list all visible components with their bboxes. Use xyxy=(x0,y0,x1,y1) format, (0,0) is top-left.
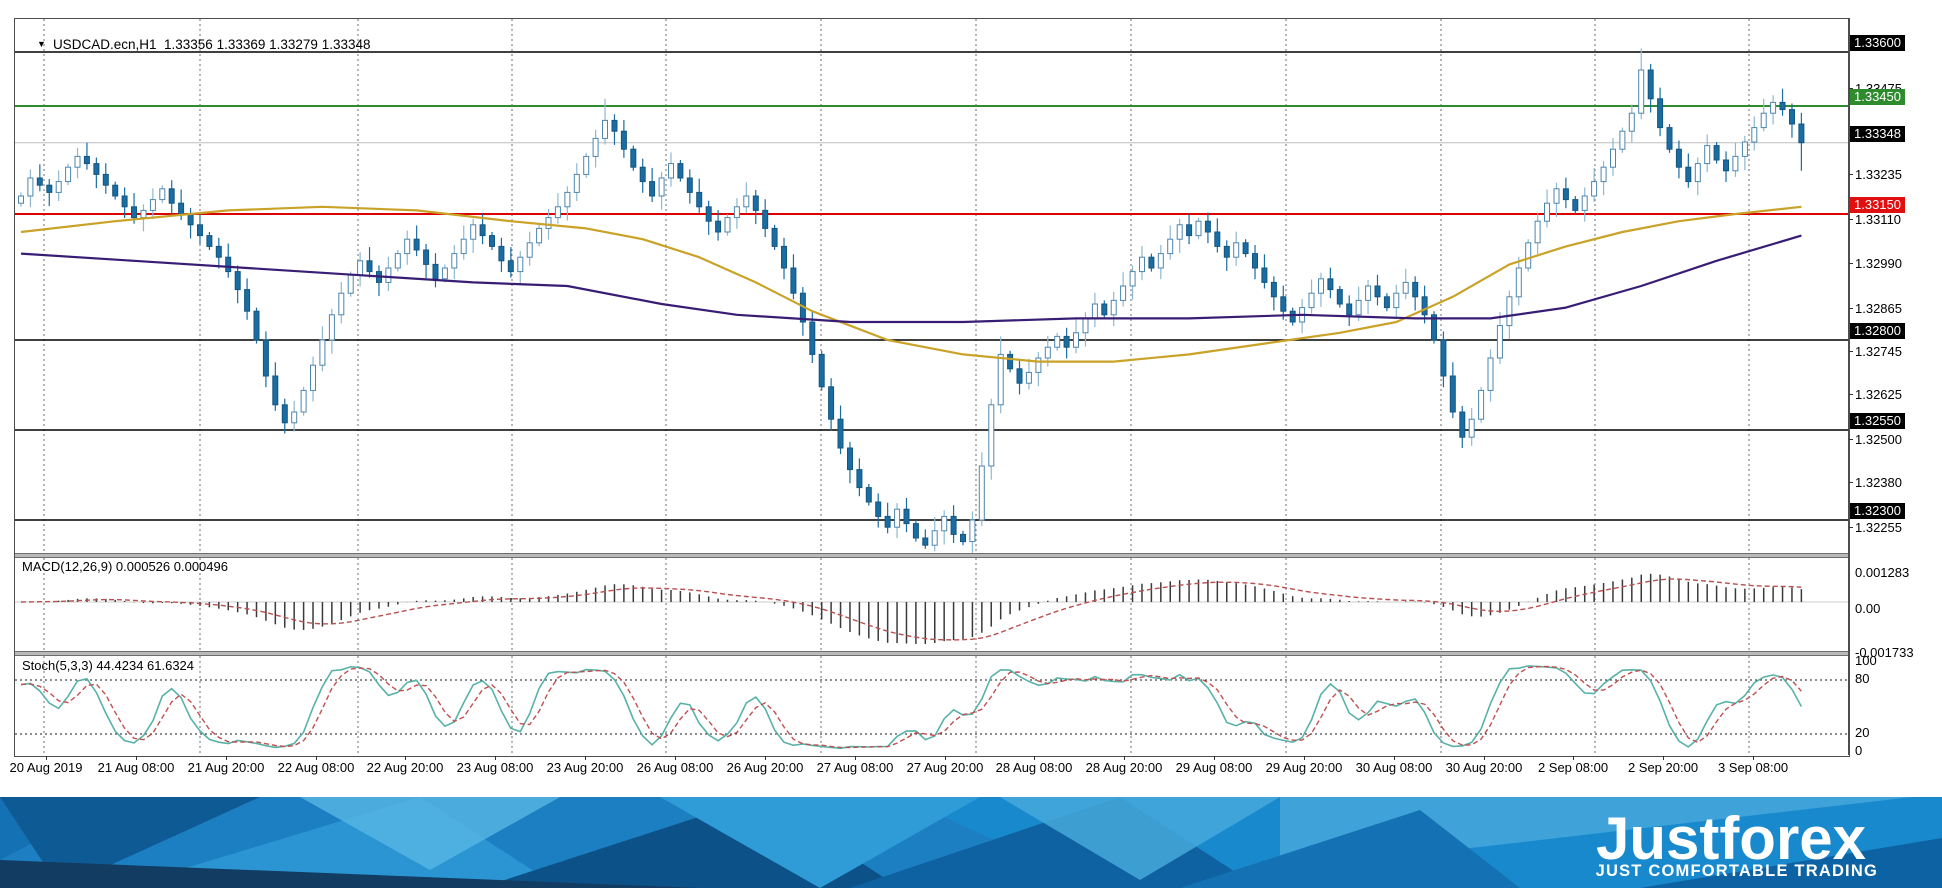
date-label: 3 Sep 08:00 xyxy=(1717,760,1789,775)
date-label: 30 Aug 08:00 xyxy=(1355,760,1433,775)
macd-axis-label: 0.001283 xyxy=(1855,565,1910,580)
date-tickmark xyxy=(1753,756,1754,760)
price-tick-label: 1.32380 xyxy=(1855,475,1902,490)
date-label: 2 Sep 20:00 xyxy=(1627,760,1699,775)
footer-banner: Justforex JUST COMFORTABLE TRADING xyxy=(0,797,1942,888)
price-tick-label: 1.32990 xyxy=(1855,256,1902,271)
date-tickmark xyxy=(405,756,406,760)
date-tickmark xyxy=(316,756,317,760)
date-label: 26 Aug 20:00 xyxy=(726,760,804,775)
macd-axis-label: -0.001733 xyxy=(1855,645,1914,660)
date-tickmark xyxy=(765,756,766,760)
symbol-dropdown-icon[interactable]: ▼ xyxy=(37,39,46,49)
quote-open: 1.33356 xyxy=(163,37,213,52)
date-label: 26 Aug 08:00 xyxy=(636,760,714,775)
date-label: 2 Sep 08:00 xyxy=(1537,760,1609,775)
price-badge: 1.33600 xyxy=(1850,35,1905,51)
date-label: 21 Aug 20:00 xyxy=(187,760,265,775)
macd-panel[interactable] xyxy=(15,558,1849,651)
date-tickmark xyxy=(585,756,586,760)
date-tickmark xyxy=(226,756,227,760)
date-tickmark xyxy=(945,756,946,760)
date-tickmark xyxy=(136,756,137,760)
price-tickmark xyxy=(1849,439,1853,440)
price-tickmark xyxy=(1849,482,1853,483)
quote-close: 1.33348 xyxy=(321,37,371,52)
date-label: 27 Aug 20:00 xyxy=(906,760,984,775)
stoch-axis-label: 100 xyxy=(1855,653,1877,668)
price-badge: 1.32550 xyxy=(1850,413,1905,429)
date-label: 23 Aug 20:00 xyxy=(546,760,624,775)
price-tick-label: 1.33235 xyxy=(1855,167,1902,182)
date-tickmark xyxy=(675,756,676,760)
symbol-label: USDCAD.ecn,H1 xyxy=(52,37,157,52)
date-tickmark xyxy=(1124,756,1125,760)
stoch-panel[interactable] xyxy=(15,656,1849,756)
price-tick-label: 1.32625 xyxy=(1855,387,1902,402)
date-tickmark xyxy=(1304,756,1305,760)
date-label: 20 Aug 2019 xyxy=(9,760,83,775)
stoch-axis-label: 20 xyxy=(1855,725,1870,740)
date-axis[interactable]: 20 Aug 2019 21 Aug 08:00 21 Aug 20:00 22 Au… xyxy=(9,756,1850,778)
date-label: 21 Aug 08:00 xyxy=(97,760,175,775)
chart-title: ▼ USDCAD.ecn,H1 1.33356 1.33369 1.33279 1… xyxy=(22,22,371,67)
price-tick-label: 1.32500 xyxy=(1855,432,1902,447)
price-tickmark xyxy=(1849,527,1853,528)
date-tickmark xyxy=(1394,756,1395,760)
date-label: 27 Aug 08:00 xyxy=(816,760,894,775)
date-tickmark xyxy=(1034,756,1035,760)
date-tickmark xyxy=(46,756,47,760)
price-tickmark xyxy=(1849,394,1853,395)
brand-logo: Justforex xyxy=(1596,805,1866,872)
price-axis[interactable]: 1.334751.332351.331101.329901.328651.327… xyxy=(1848,18,1942,758)
stoch-axis-label: 80 xyxy=(1855,671,1870,686)
ma-fast-line xyxy=(20,205,1802,363)
price-tick-label: 1.32745 xyxy=(1855,344,1902,359)
price-tickmark xyxy=(1849,263,1853,264)
panel-separator[interactable] xyxy=(15,651,1849,656)
price-tickmark xyxy=(1849,174,1853,175)
date-tickmark xyxy=(1214,756,1215,760)
chart-frame xyxy=(14,18,1850,757)
price-tick-label: 1.32255 xyxy=(1855,520,1902,535)
date-label: 22 Aug 08:00 xyxy=(277,760,355,775)
price-tick-label: 1.32865 xyxy=(1855,301,1902,316)
date-tickmark xyxy=(1573,756,1574,760)
candles-layer xyxy=(18,48,1805,553)
date-label: 30 Aug 20:00 xyxy=(1445,760,1523,775)
date-tickmark xyxy=(1484,756,1485,760)
date-label: 28 Aug 08:00 xyxy=(995,760,1073,775)
date-label: 29 Aug 20:00 xyxy=(1265,760,1343,775)
price-badge: 1.33150 xyxy=(1850,197,1905,213)
price-badge: 1.33348 xyxy=(1850,126,1905,142)
date-tickmark xyxy=(495,756,496,760)
price-tickmark xyxy=(1849,88,1853,89)
date-label: 22 Aug 20:00 xyxy=(366,760,444,775)
price-badge: 1.32800 xyxy=(1850,323,1905,339)
date-label: 29 Aug 08:00 xyxy=(1175,760,1253,775)
panel-separator[interactable] xyxy=(15,553,1849,558)
price-tickmark xyxy=(1849,219,1853,220)
stoch-window-label: Stoch(5,3,3) 44.4234 61.6324 xyxy=(22,658,195,673)
date-label: 23 Aug 08:00 xyxy=(456,760,534,775)
date-tickmark xyxy=(1663,756,1664,760)
brand-tagline: JUST COMFORTABLE TRADING xyxy=(1596,862,1878,880)
stoch-axis-label: 0 xyxy=(1855,743,1863,758)
price-tickmark xyxy=(1849,351,1853,352)
price-badge: 1.33450 xyxy=(1850,89,1905,105)
quote-low: 1.33279 xyxy=(269,37,318,52)
axis-border xyxy=(1848,18,1849,755)
price-badge: 1.32300 xyxy=(1850,503,1905,519)
price-tick-label: 1.33110 xyxy=(1855,212,1902,227)
date-label: 28 Aug 20:00 xyxy=(1085,760,1163,775)
macd-axis-label: 0.00 xyxy=(1855,601,1881,616)
ma-slow-line xyxy=(20,234,1802,324)
price-tickmark xyxy=(1849,308,1853,309)
quote-high: 1.33369 xyxy=(216,37,266,52)
main-chart-panel[interactable] xyxy=(15,19,1849,553)
macd-window-label: MACD(12,26,9) 0.000526 0.000496 xyxy=(22,559,228,574)
date-tickmark xyxy=(855,756,856,760)
brand-footer: Justforex JUST COMFORTABLE TRADING xyxy=(0,797,1942,888)
